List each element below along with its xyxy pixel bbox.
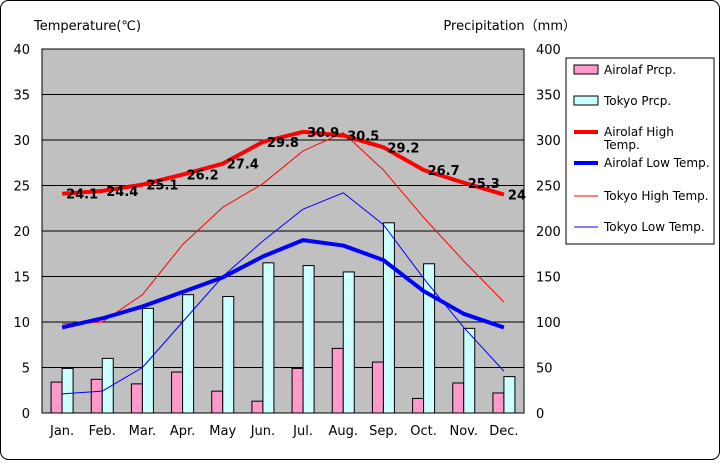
airolaf-high-line <box>61 129 505 197</box>
y-left-tick-label: 5 <box>22 362 30 377</box>
airolaf-prcp-bar <box>171 371 184 414</box>
data-label: 27.4 <box>227 158 259 173</box>
tokyo-prcp-bar <box>101 357 114 414</box>
data-labels: 24.1 24.4 25.1 26.2 27.4 29.8 30.9 30.5 29.2 26.7… <box>66 126 526 204</box>
data-label: 25.3 <box>468 177 500 192</box>
legend-label-line2: Temp. <box>603 138 640 152</box>
legend-box <box>565 57 715 245</box>
tokyo-low-line <box>62 192 505 395</box>
airolaf-prcp-bar <box>452 382 465 414</box>
tokyo-high-line <box>62 132 505 325</box>
data-label: 24.4 <box>106 185 138 200</box>
y-right-tick-label: 300 <box>536 134 561 149</box>
data-label: 29.8 <box>267 136 299 151</box>
y-right-tick-label: 150 <box>536 271 561 286</box>
y-left-axis-title: Temperature(℃) <box>33 19 141 34</box>
airolaf-prcp-bar <box>331 347 344 414</box>
y-right-axis-title: Precipitation（mm） <box>443 19 576 34</box>
y-left-tick-label: 35 <box>13 89 30 104</box>
airolaf-low-line <box>61 238 505 330</box>
y-left-tick-label: 0 <box>22 407 30 422</box>
y-right-ticks: 0 50 100 150 200 250 300 350 400 <box>536 43 561 422</box>
legend-swatch-tokyo-prcp <box>573 95 599 106</box>
airolaf-prcp-bar <box>251 400 264 414</box>
x-tick-label: Mar. <box>129 424 156 439</box>
y-left-tick-label: 20 <box>13 225 30 240</box>
data-label: 25.1 <box>146 179 178 194</box>
tokyo-prcp-bar <box>61 367 74 414</box>
legend-label: Tokyo High Temp. <box>603 189 709 203</box>
airolaf-prcp-bar <box>291 367 304 414</box>
temperature-lines <box>61 129 505 395</box>
x-tick-label: Jan. <box>49 424 74 439</box>
y-left-tick-label: 25 <box>13 180 30 195</box>
y-left-tick-label: 30 <box>13 134 30 149</box>
x-tick-labels: Jan. Feb. Mar. Apr. May Jun. Jul. Aug. Sep. Oct. N… <box>49 424 519 439</box>
y-right-tick-label: 0 <box>536 407 544 422</box>
data-label: 26.2 <box>187 169 219 184</box>
y-right-tick-label: 400 <box>536 43 561 58</box>
y-left-tick-label: 10 <box>13 316 30 331</box>
tokyo-prcp-bar <box>302 265 315 414</box>
y-right-tick-label: 250 <box>536 180 561 195</box>
data-label: 30.5 <box>347 129 379 144</box>
x-tick-label: Jun. <box>250 424 275 439</box>
x-tick-label: Sep. <box>369 424 398 439</box>
x-tick-label: Feb. <box>89 424 116 439</box>
legend: Airolaf Prcp. Tokyo Prcp. Airolaf HighTemp… <box>565 57 715 245</box>
data-label: 30.9 <box>307 126 339 141</box>
data-label: 24 <box>508 189 526 204</box>
x-tick-label: Jul. <box>292 424 313 439</box>
x-tick-label: Dec. <box>489 424 518 439</box>
y-right-tick-label: 100 <box>536 316 561 331</box>
x-tick-label: May <box>209 424 236 439</box>
x-tick-label: Aug. <box>328 424 358 439</box>
x-tick-label: Oct. <box>410 424 437 439</box>
data-label: 24.1 <box>66 188 98 203</box>
x-tick-label: Nov. <box>450 424 479 439</box>
legend-label: Airolaf Low Temp. <box>604 156 710 170</box>
tokyo-prcp-bar <box>463 327 476 414</box>
data-label: 26.7 <box>428 164 460 179</box>
legend-label: Tokyo Low Temp. <box>603 220 705 234</box>
y-left-tick-label: 40 <box>13 43 30 58</box>
tokyo-prcp-bar <box>182 294 195 414</box>
airolaf-prcp-bar <box>371 361 384 414</box>
tokyo-prcp-bar <box>382 222 395 414</box>
tokyo-prcp-bar <box>503 376 516 414</box>
legend-label: Tokyo Prcp. <box>603 94 671 108</box>
tokyo-prcp-bar <box>423 263 436 414</box>
data-label: 29.2 <box>387 141 419 156</box>
airolaf-prcp-bar <box>211 390 224 414</box>
tokyo-prcp-bar <box>342 271 355 414</box>
airolaf-prcp-bar <box>90 378 103 414</box>
airolaf-prcp-bar <box>130 383 143 414</box>
airolaf-prcp-bar <box>50 381 63 414</box>
y-left-ticks: 0 5 10 15 20 25 30 35 40 <box>13 43 30 422</box>
legend-label: Airolaf High <box>604 125 674 139</box>
y-right-tick-label: 200 <box>536 225 561 240</box>
gridlines <box>42 94 524 368</box>
legend-label: Airolaf Prcp. <box>604 63 676 77</box>
airolaf-prcp-bar <box>412 397 425 414</box>
tokyo-prcp-bar <box>262 262 275 414</box>
x-tick-label: Apr. <box>170 424 195 439</box>
y-right-tick-label: 50 <box>536 362 553 377</box>
airolaf-prcp-bar <box>492 392 505 414</box>
tokyo-prcp-bar <box>222 296 235 414</box>
legend-swatch-airolaf-prcp <box>573 64 599 75</box>
y-right-tick-label: 350 <box>536 89 561 104</box>
y-left-tick-label: 15 <box>13 271 30 286</box>
